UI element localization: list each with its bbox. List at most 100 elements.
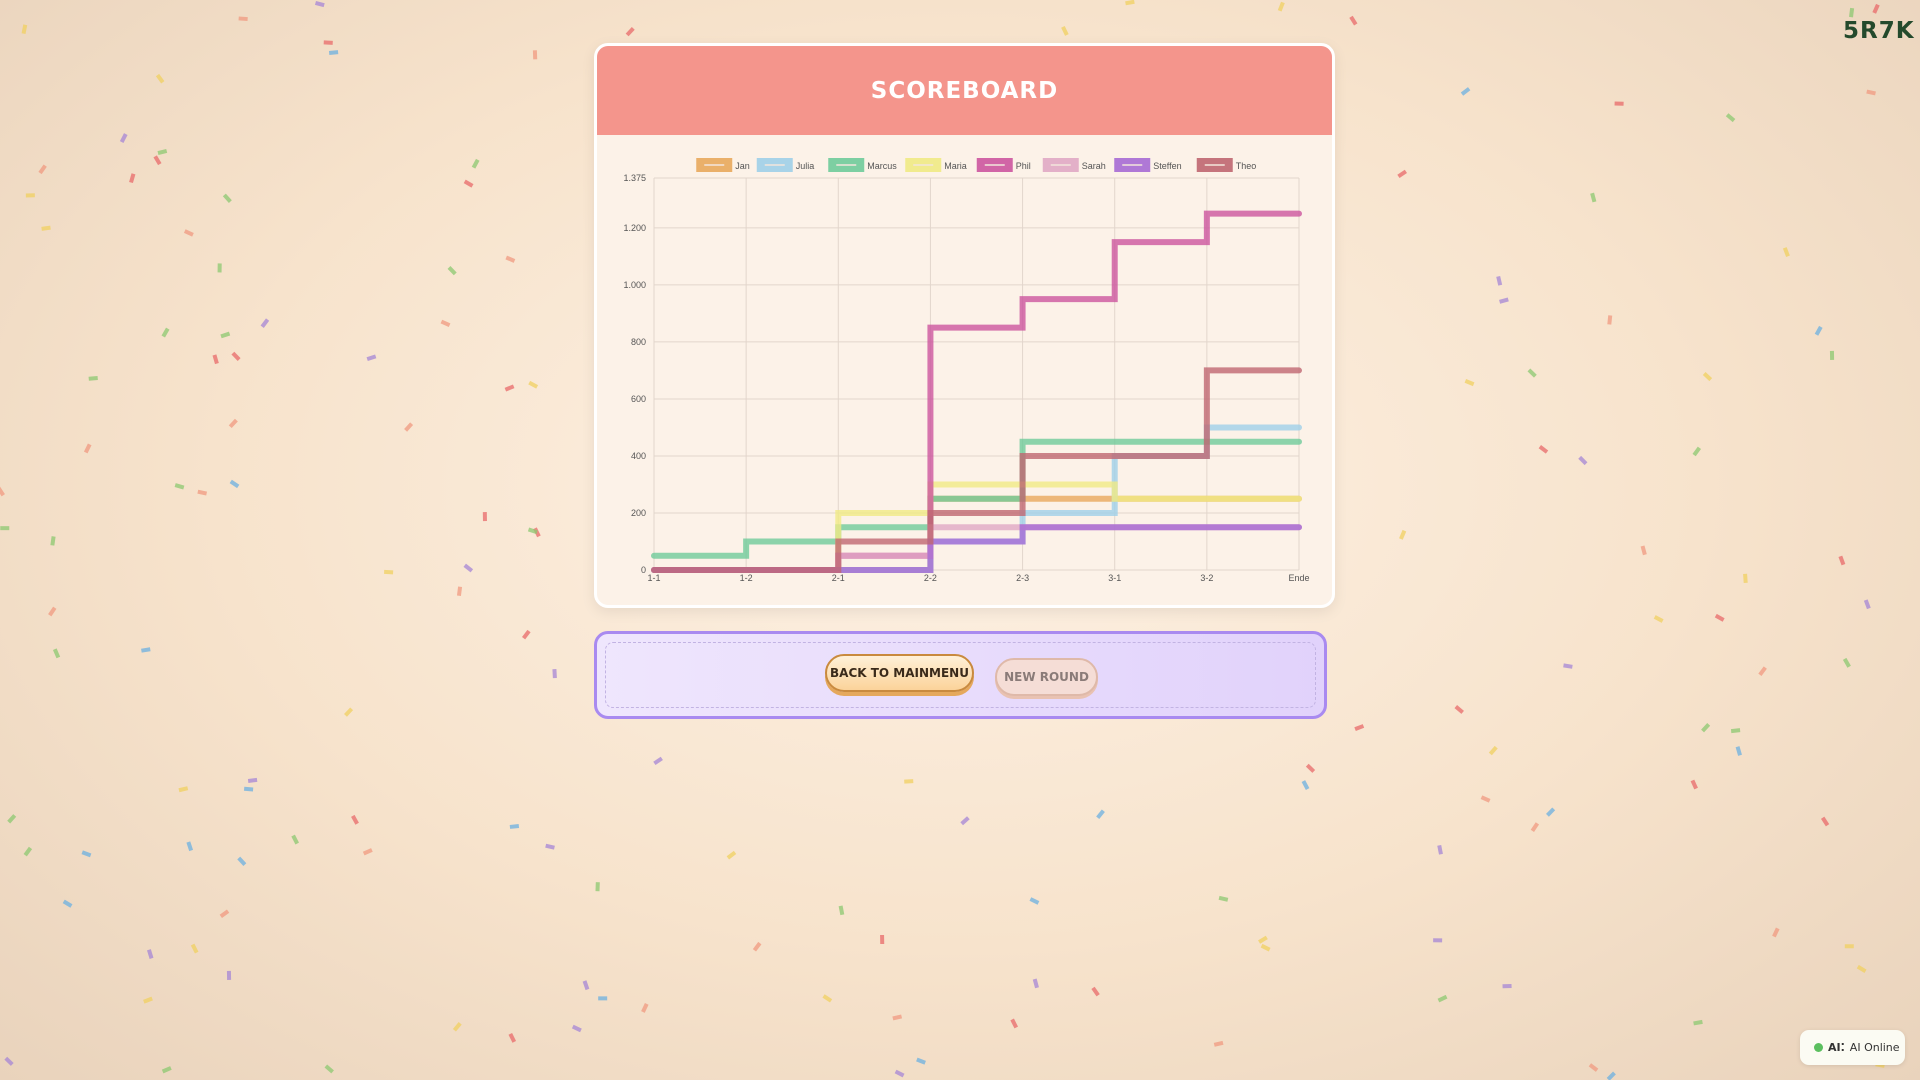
confetti-piece bbox=[471, 158, 480, 169]
confetti-piece bbox=[552, 668, 557, 679]
y-tick-label: 600 bbox=[631, 394, 646, 404]
confetti-piece bbox=[505, 255, 516, 263]
confetti-piece bbox=[4, 1056, 14, 1066]
confetti-piece bbox=[362, 848, 373, 856]
series-line-theo bbox=[651, 367, 1302, 573]
confetti-piece bbox=[1692, 446, 1702, 457]
confetti-piece bbox=[129, 173, 136, 184]
confetti-piece bbox=[1061, 26, 1069, 36]
confetti-piece bbox=[1125, 0, 1135, 6]
confetti-piece bbox=[508, 1032, 517, 1043]
confetti-piece bbox=[1527, 368, 1537, 378]
confetti-piece bbox=[1690, 779, 1698, 790]
confetti-piece bbox=[595, 882, 600, 892]
confetti-piece bbox=[1538, 445, 1549, 454]
x-tick-label: Ende bbox=[1288, 573, 1309, 583]
confetti-piece bbox=[571, 1024, 582, 1033]
confetti-piece bbox=[228, 418, 238, 429]
series-line-jan bbox=[651, 495, 1302, 573]
confetti-piece bbox=[190, 943, 199, 954]
confetti-piece bbox=[220, 331, 231, 339]
score-chart: 0 200 400 600 800 1.000 1.200 1.375 1-1 1-2 2-1 2-2… bbox=[623, 158, 1310, 583]
confetti-piece bbox=[822, 994, 833, 1003]
confetti-piece bbox=[752, 941, 762, 952]
confetti-piece bbox=[324, 1064, 334, 1074]
confetti-piece bbox=[229, 479, 240, 489]
confetti-piece bbox=[1725, 113, 1736, 123]
back-to-mainmenu-button[interactable]: BACK TO MAINMENU bbox=[825, 654, 974, 692]
new-round-button[interactable]: NEW ROUND bbox=[995, 658, 1098, 696]
x-tick-label: 2-3 bbox=[1016, 573, 1029, 583]
confetti-piece bbox=[1702, 372, 1713, 382]
confetti-piece bbox=[41, 225, 51, 231]
confetti-piece bbox=[1614, 101, 1624, 106]
confetti-piece bbox=[161, 1066, 172, 1074]
confetti-piece bbox=[838, 905, 845, 916]
confetti-piece bbox=[81, 850, 92, 858]
ai-icon: AI⁚ bbox=[1828, 1041, 1845, 1054]
confetti-piece bbox=[174, 483, 185, 490]
confetti-piece bbox=[1578, 455, 1588, 466]
confetti-piece bbox=[1260, 943, 1271, 952]
confetti-piece bbox=[351, 814, 359, 825]
confetti-piece bbox=[0, 526, 10, 531]
confetti-piece bbox=[1091, 986, 1100, 997]
legend-label: Marcus bbox=[867, 161, 897, 171]
confetti-piece bbox=[328, 50, 339, 56]
confetti-piece bbox=[1640, 545, 1647, 556]
confetti-piece bbox=[892, 1014, 903, 1021]
confetti-piece bbox=[1460, 87, 1471, 96]
x-tick-label: 1-1 bbox=[647, 573, 660, 583]
x-tick-label: 3-1 bbox=[1108, 573, 1121, 583]
confetti-piece bbox=[1842, 657, 1851, 668]
legend-label: Theo bbox=[1236, 161, 1257, 171]
confetti-piece bbox=[456, 586, 463, 596]
confetti-piece bbox=[527, 527, 538, 535]
confetti-piece bbox=[157, 148, 168, 156]
confetti-piece bbox=[1305, 763, 1316, 773]
confetti-piece bbox=[260, 318, 270, 328]
confetti-piece bbox=[52, 648, 61, 659]
confetti-piece bbox=[1029, 897, 1040, 905]
confetti-piece bbox=[653, 756, 663, 766]
ai-status-badge: AI⁚ AI Online bbox=[1800, 1030, 1905, 1065]
series-line-steffen bbox=[651, 524, 1302, 573]
confetti-piece bbox=[1866, 89, 1876, 96]
confetti-piece bbox=[291, 834, 299, 845]
confetti-piece bbox=[1218, 895, 1229, 902]
confetti-piece bbox=[237, 856, 247, 866]
confetti-piece bbox=[231, 351, 241, 361]
confetti-piece bbox=[1590, 192, 1597, 203]
confetti-piece bbox=[463, 179, 474, 188]
confetti-piece bbox=[7, 814, 17, 824]
legend-label: Steffen bbox=[1153, 161, 1181, 171]
confetti-piece bbox=[1820, 816, 1830, 827]
confetti-piece bbox=[50, 536, 56, 546]
confetti-piece bbox=[384, 569, 394, 575]
confetti-piece bbox=[217, 263, 222, 273]
confetti-piece bbox=[1701, 723, 1711, 733]
page-title: SCOREBOARD bbox=[870, 77, 1059, 104]
y-tick-label: 0 bbox=[641, 565, 646, 575]
confetti-piece bbox=[344, 707, 354, 717]
confetti-piece bbox=[247, 777, 258, 783]
confetti-piece bbox=[38, 164, 47, 175]
confetti-piece bbox=[25, 193, 35, 198]
x-tick-label: 3-2 bbox=[1200, 573, 1213, 583]
confetti-piece bbox=[1856, 964, 1867, 973]
confetti-piece bbox=[119, 133, 128, 143]
x-tick-label: 1-2 bbox=[740, 573, 753, 583]
card-header: SCOREBOARD bbox=[597, 46, 1332, 135]
confetti-piece bbox=[1849, 7, 1855, 18]
confetti-piece bbox=[916, 1057, 926, 1065]
confetti-piece bbox=[1437, 994, 1448, 1003]
confetti-piece bbox=[532, 50, 538, 60]
confetti-piece bbox=[598, 996, 608, 1001]
confetti-piece bbox=[197, 489, 208, 496]
series-line-phil bbox=[651, 210, 1302, 573]
confetti-piece bbox=[88, 375, 98, 381]
confetti-piece bbox=[1530, 822, 1540, 832]
confetti-piece bbox=[1010, 1018, 1019, 1029]
confetti-piece bbox=[440, 319, 451, 328]
y-tick-label: 800 bbox=[631, 337, 646, 347]
